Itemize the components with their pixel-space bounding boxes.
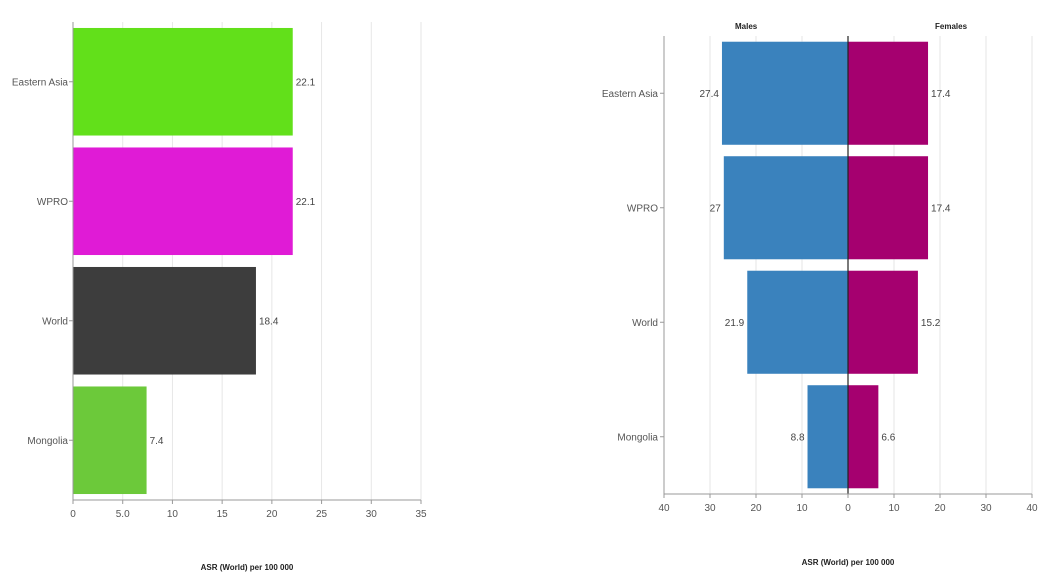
right-diverging-bar-chart: 27.4 17.4 Eastern Asia 27 17.4 WPRO 21.9 15.2 Wo… xyxy=(602,22,1038,567)
right-category-label: WPRO xyxy=(627,203,658,214)
left-bar-value-label: 18.4 xyxy=(259,316,279,327)
females-label: Females xyxy=(935,22,968,31)
right-females-value-label: 6.6 xyxy=(881,432,895,443)
left-bar xyxy=(73,266,256,375)
right-x-tick-label: 20 xyxy=(750,503,762,514)
right-x-tick-label: 40 xyxy=(658,503,670,514)
right-bar-males xyxy=(747,270,848,374)
left-category-label: World xyxy=(42,316,68,327)
left-bar xyxy=(73,147,293,256)
left-x-tick-label: 15 xyxy=(217,509,229,520)
right-x-axis-title: ASR (World) per 100 000 xyxy=(802,558,895,567)
left-x-tick-label: 10 xyxy=(167,509,179,520)
right-bar-females xyxy=(848,41,929,145)
left-x-axis-title: ASR (World) per 100 000 xyxy=(201,563,294,572)
right-x-tick-label: 40 xyxy=(1026,503,1038,514)
left-x-tick-label: 5.0 xyxy=(116,509,130,520)
left-x-tick-label: 35 xyxy=(415,509,427,520)
left-bar-chart: 22.1 Eastern Asia 22.1 WPRO 18.4 World 7.4 Mong… xyxy=(12,22,427,572)
right-x-tick-label: 20 xyxy=(934,503,946,514)
right-x-tick-label: 0 xyxy=(845,503,851,514)
left-bar-value-label: 7.4 xyxy=(150,436,164,447)
right-category-label: Eastern Asia xyxy=(602,89,659,100)
right-females-value-label: 17.4 xyxy=(931,89,951,100)
right-males-value-label: 8.8 xyxy=(791,432,805,443)
males-label: Males xyxy=(735,22,758,31)
right-bar-females xyxy=(848,385,879,489)
right-category-label: Mongolia xyxy=(617,432,658,443)
left-bar-value-label: 22.1 xyxy=(296,77,316,88)
left-category-label: Eastern Asia xyxy=(12,77,69,88)
right-bar-males xyxy=(723,156,848,260)
right-x-tick-label: 10 xyxy=(796,503,808,514)
right-x-tick-label: 30 xyxy=(704,503,716,514)
right-males-value-label: 27.4 xyxy=(699,89,719,100)
left-x-tick-label: 25 xyxy=(316,509,328,520)
right-females-value-label: 17.4 xyxy=(931,203,951,214)
right-females-value-label: 15.2 xyxy=(921,318,941,329)
right-category-label: World xyxy=(632,318,658,329)
left-bar-value-label: 22.1 xyxy=(296,197,316,208)
left-bar xyxy=(73,386,147,495)
right-bar-females xyxy=(848,156,929,260)
left-x-tick-label: 0 xyxy=(70,509,76,520)
right-males-value-label: 27 xyxy=(710,203,722,214)
left-category-label: Mongolia xyxy=(27,436,68,447)
left-bar xyxy=(73,27,293,136)
left-x-tick-label: 30 xyxy=(366,509,378,520)
right-bar-males xyxy=(807,385,848,489)
right-bar-females xyxy=(848,270,918,374)
left-category-label: WPRO xyxy=(37,197,68,208)
right-males-value-label: 21.9 xyxy=(725,318,745,329)
right-x-tick-label: 10 xyxy=(888,503,900,514)
right-x-tick-label: 30 xyxy=(980,503,992,514)
right-bar-males xyxy=(721,41,848,145)
left-x-tick-label: 20 xyxy=(266,509,278,520)
